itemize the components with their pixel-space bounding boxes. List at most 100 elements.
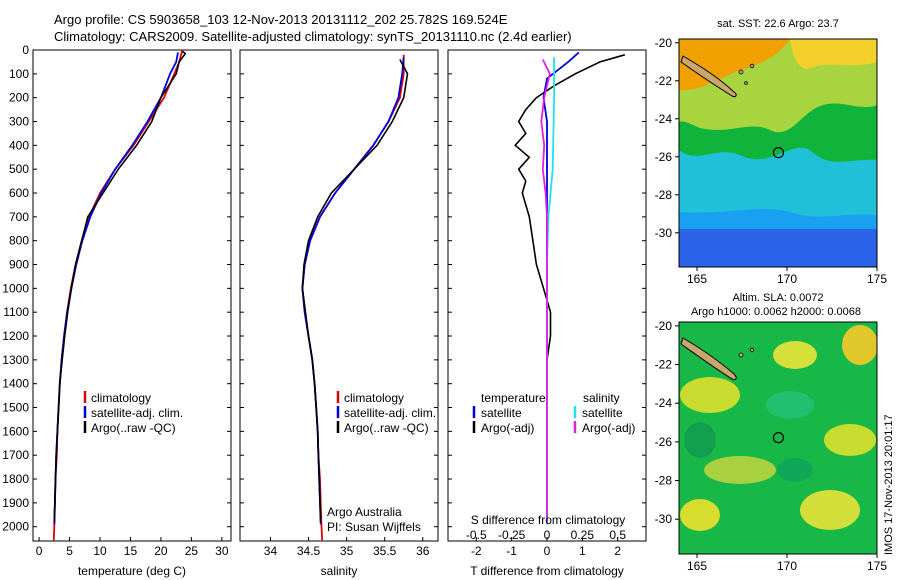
legend-label-argo: Argo(..raw -QC) <box>91 421 176 435</box>
salinity-panel-frame <box>239 49 439 542</box>
series-line-argo <box>53 50 187 522</box>
map-y-tick-label: -24 <box>655 396 673 410</box>
legend-label-s-argo: Argo(-adj) <box>582 421 635 435</box>
temperature-panel: 0 5 10 15 20 25 300100200300400500600700800900… <box>2 43 231 558</box>
x-tick-label: 5 <box>66 544 73 558</box>
legend-label-s-satellite: satellite <box>582 406 623 420</box>
y-tick-label: 900 <box>9 258 29 272</box>
salinity-legend: climatology satellite-adj. clim. Argo(..… <box>327 391 436 534</box>
y-tick-label: 200 <box>9 91 29 105</box>
series-line-s-argo-adj- <box>540 59 551 522</box>
difference-legend: temperature satellite Argo(-adj) salinit… <box>471 391 636 527</box>
map-y-tick-label: -28 <box>655 188 673 202</box>
map-y-tick-label: -20 <box>655 319 673 333</box>
map-y-tick-label: -26 <box>655 150 673 164</box>
sst-map-field <box>679 39 877 267</box>
series-line-argo <box>301 59 409 522</box>
map-y-tick-label: -22 <box>655 74 673 88</box>
map-x-tick-label: 165 <box>687 559 707 573</box>
series-line-climatology <box>52 49 184 542</box>
x-tick-label: -1 <box>506 544 517 558</box>
y-tick-label: 400 <box>9 138 29 152</box>
legend-label-climatology: climatology <box>91 391 151 405</box>
difference-panel: -2 -1 0 1 2 -0.5 -0.25 0 0.25 0.5 <box>448 49 646 558</box>
sla-map-field <box>679 322 877 554</box>
legend-label-climatology: climatology <box>344 391 404 405</box>
s-tick-label: 0 <box>544 528 551 542</box>
map-y-tick-label: -22 <box>655 358 673 372</box>
temperature-legend: climatology satellite-adj. clim. Argo(..… <box>83 391 183 435</box>
map-y-tick-label: -26 <box>655 435 673 449</box>
x-tick-label: -2 <box>471 544 482 558</box>
argo-position-marker <box>772 147 785 159</box>
y-tick-label: 1100 <box>3 305 29 319</box>
y-tick-label: 1500 <box>2 401 29 415</box>
x-tick-label: 10 <box>93 544 107 558</box>
y-tick-label: 1800 <box>2 472 29 486</box>
x-tick-label: 20 <box>154 544 168 558</box>
x-tick-label: 25 <box>185 544 199 558</box>
argo-australia-label: Argo Australia <box>327 505 402 519</box>
map-x-tick-label: 175 <box>867 272 887 286</box>
y-tick-label: 500 <box>9 162 29 176</box>
x-tick-label: 0 <box>36 544 43 558</box>
map-x-tick-label: 165 <box>687 272 707 286</box>
y-tick-label: 300 <box>9 115 29 129</box>
legend-title-salinity: salinity <box>583 391 620 405</box>
temperature-axis-title: temperature (deg C) <box>78 564 186 578</box>
x-tick-label: 34.5 <box>297 544 321 558</box>
argo-position-marker <box>772 432 785 444</box>
map-x-tick-label: 175 <box>867 559 887 573</box>
x-tick-label: 35 <box>340 544 354 558</box>
sst-map-title: sat. SST: 22.6 Argo: 23.7 <box>717 18 839 30</box>
x-tick-label: 0 <box>544 544 551 558</box>
t-difference-axis-title: T difference from climatology <box>470 564 624 578</box>
salinity-axis-title: salinity <box>321 564 358 578</box>
sst-map-axes: 165 170 175 -20 -22 -24 -26 -28 -30 <box>655 36 888 286</box>
y-tick-label: 700 <box>9 210 29 224</box>
s-tick-label: -0.5 <box>466 528 487 542</box>
sla-map-axes: 165 170 175 -20 -22 -24 -26 -28 -30 <box>655 319 888 573</box>
x-tick-label: 35.5 <box>373 544 397 558</box>
y-tick-label: 0 <box>22 43 29 57</box>
map-x-tick-label: 170 <box>777 272 797 286</box>
s-tick-label: -0.25 <box>498 528 526 542</box>
x-tick-label: 30 <box>215 544 229 558</box>
series-line-t-satellite <box>542 51 580 525</box>
s-tick-label: 0.5 <box>609 528 626 542</box>
figure-title-line2: Climatology: CARS2009. Satellite-adjuste… <box>54 29 572 44</box>
map-y-tick-label: -20 <box>655 36 673 50</box>
y-tick-label: 1700 <box>2 448 29 462</box>
y-tick-label: 600 <box>9 186 29 200</box>
y-tick-label: 2000 <box>2 520 29 534</box>
sla-map-title: Altim. SLA: 0.0072 <box>732 292 823 304</box>
legend-label-t-satellite: satellite <box>481 406 522 420</box>
series-line-s-satellite <box>546 57 555 525</box>
map-y-tick-label: -28 <box>655 474 673 488</box>
series-line-t-argo-adj- <box>514 54 626 522</box>
legend-label-t-argo: Argo(-adj) <box>481 421 534 435</box>
x-tick-label: 34 <box>264 544 278 558</box>
figure-title-line1: Argo profile: CS 5903658_103 12-Nov-2013… <box>54 12 508 27</box>
y-tick-label: 1400 <box>2 377 29 391</box>
sla-map: Altim. SLA: 0.0072 Argo h1000: 0.0062 h2… <box>655 292 888 573</box>
series-line-satellite <box>53 52 179 525</box>
legend-title-temperature: temperature <box>481 391 546 405</box>
map-x-tick-label: 170 <box>777 559 797 573</box>
sla-map-subtitle: Argo h1000: 0.0062 h2000: 0.0068 <box>691 306 861 318</box>
sst-map: sat. SST: 22.6 Argo: 23.7 165 170 175 -20 -2… <box>655 18 888 286</box>
map-y-tick-label: -30 <box>655 226 673 240</box>
x-tick-label: 2 <box>614 544 621 558</box>
map-y-tick-label: -24 <box>655 112 673 126</box>
temperature-panel-frame <box>32 49 232 542</box>
legend-label-satellite: satellite-adj. clim. <box>344 406 436 420</box>
y-tick-label: 1000 <box>2 281 29 295</box>
map-y-tick-label: -30 <box>655 512 673 526</box>
legend-label-argo: Argo(..raw -QC) <box>344 421 429 435</box>
y-tick-label: 1600 <box>2 424 29 438</box>
imos-timestamp: IMOS 17-Nov-2013 20:01:17 <box>883 414 895 555</box>
x-tick-label: 1 <box>579 544 586 558</box>
y-tick-label: 100 <box>9 67 29 81</box>
x-tick-label: 15 <box>124 544 138 558</box>
